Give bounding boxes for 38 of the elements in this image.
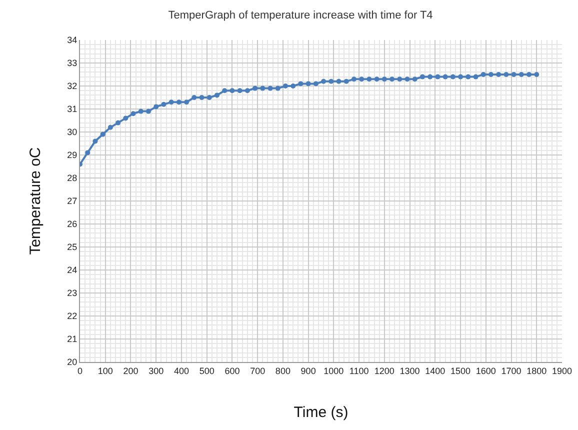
- x-tick-label: 1100: [349, 366, 369, 376]
- x-tick-label: 1800: [526, 366, 547, 376]
- x-tick-label: 800: [275, 366, 290, 376]
- x-tick-label: 500: [199, 366, 214, 376]
- x-tick-label: 100: [98, 366, 113, 376]
- x-tick-label: 1900: [552, 366, 572, 376]
- y-tick-label: 32: [67, 81, 78, 92]
- y-tick-label: 21: [67, 334, 78, 344]
- x-tick-label: 1400: [425, 366, 446, 376]
- x-tick-label: 400: [174, 366, 189, 376]
- x-tick-label: 1200: [374, 366, 394, 376]
- y-tick-label: 23: [67, 288, 78, 298]
- x-tick-label: 1300: [400, 366, 420, 376]
- x-tick-label: 700: [250, 366, 266, 376]
- y-tick-label: 24: [67, 265, 78, 276]
- x-tick-label: 300: [148, 366, 164, 376]
- y-tick-label: 29: [67, 150, 78, 160]
- y-tick-label: 34: [67, 35, 78, 46]
- chart-title: TemperGraph of temperature increase with time for T4: [168, 9, 433, 22]
- y-tick-label: 22: [67, 311, 78, 322]
- x-tick-label: 0: [77, 366, 83, 376]
- y-tick-label: 25: [67, 242, 78, 252]
- x-tick-label: 1000: [324, 366, 344, 376]
- x-tick-label: 900: [300, 366, 316, 376]
- y-tick-label: 28: [67, 173, 78, 184]
- y-tick-label: 33: [67, 58, 78, 68]
- x-tick-label: 1600: [476, 366, 496, 376]
- x-axis-title: Time (s): [294, 404, 348, 421]
- y-tick-label: 20: [67, 357, 78, 368]
- y-tick-label: 26: [67, 219, 78, 230]
- x-tick-label: 1500: [450, 366, 471, 376]
- y-tick-label: 30: [67, 127, 78, 138]
- x-tick-label: 1700: [501, 366, 522, 376]
- x-tick-label: 200: [123, 366, 138, 376]
- y-tick-label: 27: [67, 196, 78, 206]
- y-tick-label: 31: [67, 104, 78, 114]
- y-axis-title: Temperature oC: [27, 147, 44, 255]
- x-tick-label: 600: [224, 366, 240, 376]
